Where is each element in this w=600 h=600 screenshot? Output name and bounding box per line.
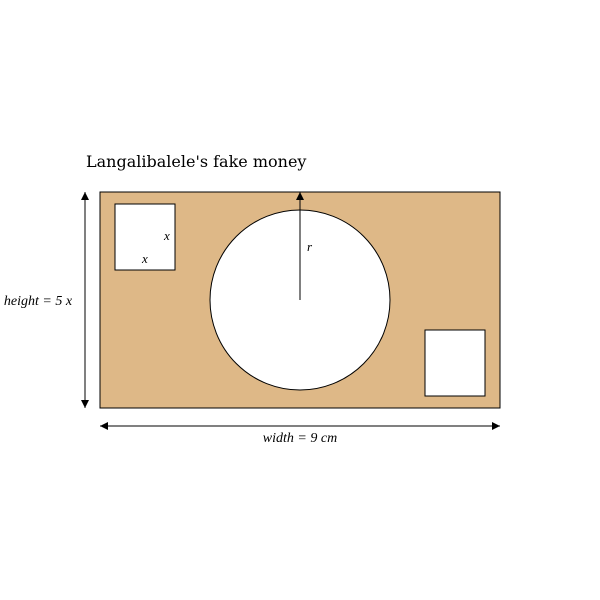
square-side-label-vertical: x xyxy=(163,228,170,243)
radius-label: r xyxy=(307,239,313,254)
square-side-label-horizontal: x xyxy=(141,251,148,266)
width-label: width = 9 cm xyxy=(263,431,337,446)
height-label: height = 5 x xyxy=(4,294,73,309)
diagram-title: Langalibalele's fake money xyxy=(86,152,306,171)
square-cutout-top-left xyxy=(114,203,176,271)
square-cutout-bottom-right xyxy=(424,329,486,397)
